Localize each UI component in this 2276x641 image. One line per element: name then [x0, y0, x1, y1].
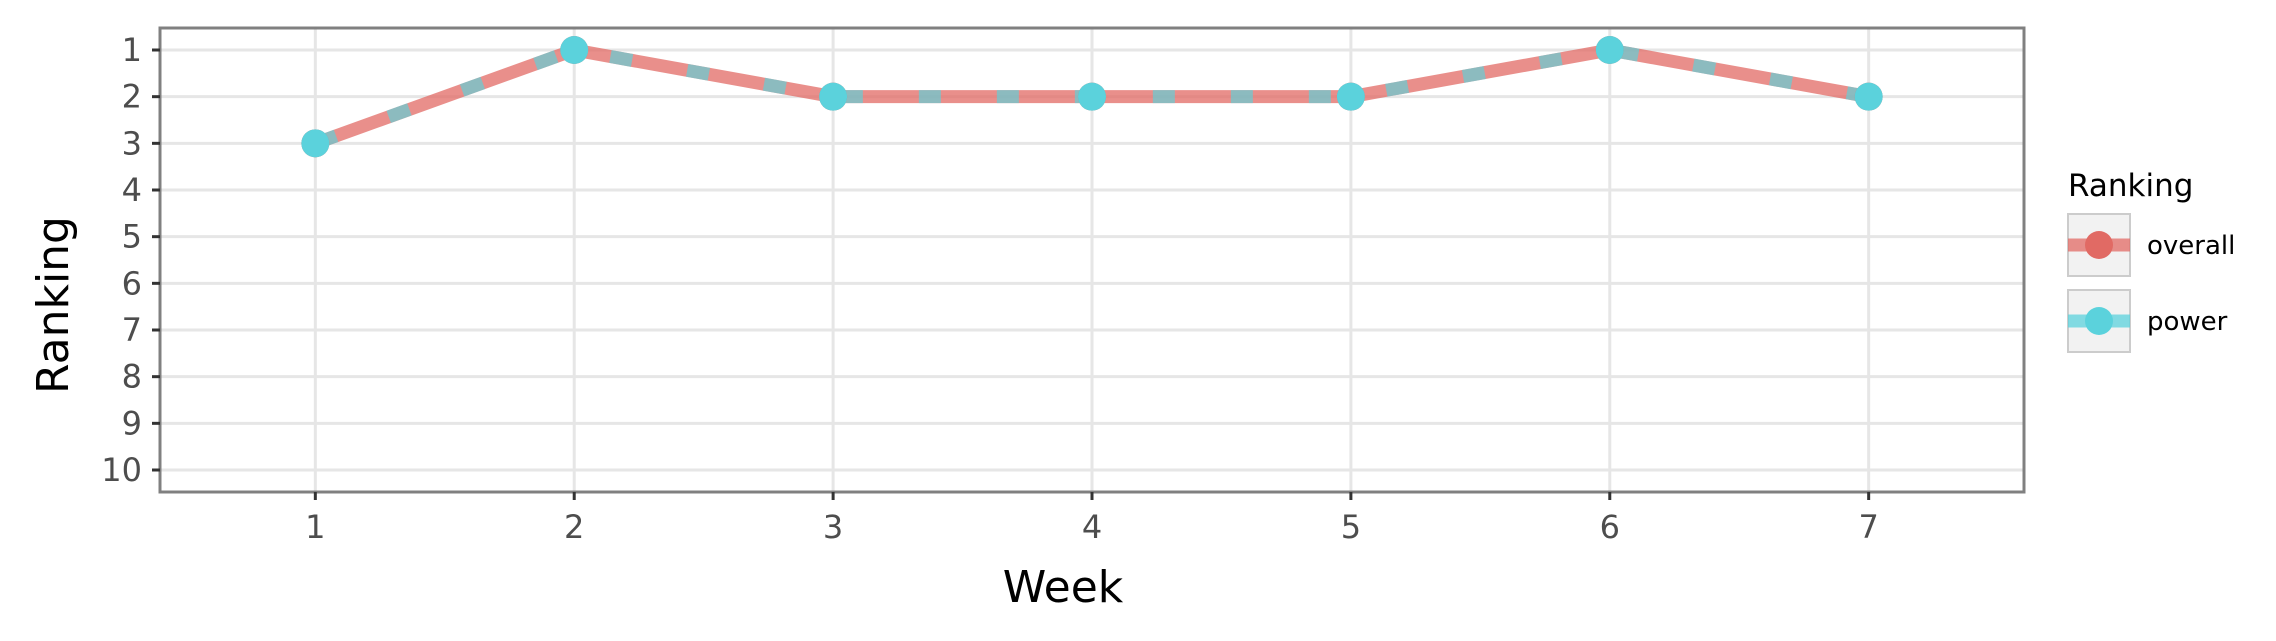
legend: Ranking overall power: [2067, 168, 2235, 353]
x-axis: 1 2 3 4 5 6 7: [305, 492, 1879, 546]
x-tick-label: 6: [1600, 508, 1620, 546]
legend-key-point: [2085, 231, 2113, 259]
data-point-power: [1595, 36, 1624, 64]
data-point-power: [560, 36, 589, 64]
legend-key-point: [2085, 307, 2113, 335]
x-tick-label: 7: [1858, 508, 1878, 546]
plot-panel: [158, 26, 2026, 494]
y-axis: 1 2 3 4 5 6 7 8 9 10: [101, 31, 160, 489]
data-point-power: [1078, 82, 1106, 111]
grid-lines: [160, 28, 2024, 492]
y-tick-label: 8: [122, 358, 142, 396]
data-point-power: [819, 82, 848, 111]
y-tick-label: 6: [122, 264, 142, 302]
y-tick-label: 3: [122, 124, 142, 162]
y-tick-label: 9: [122, 404, 142, 442]
data-point-power: [1336, 82, 1365, 111]
y-tick-label: 7: [122, 311, 142, 349]
x-axis-title: Week: [1003, 562, 1124, 613]
legend-item-overall: overall: [2067, 213, 2235, 277]
data-point-power: [301, 129, 330, 158]
y-tick-label: 5: [122, 218, 142, 256]
y-tick-label: 4: [122, 171, 142, 209]
y-tick-label: 10: [101, 451, 142, 489]
legend-item-power: power: [2067, 289, 2228, 353]
y-tick-label: 2: [122, 78, 142, 116]
y-axis-title: Ranking: [28, 216, 79, 394]
x-tick-label: 2: [564, 508, 584, 546]
y-tick-label: 1: [122, 31, 142, 69]
legend-title: Ranking: [2068, 168, 2193, 204]
legend-label: power: [2147, 307, 2228, 337]
x-tick-label: 3: [823, 508, 843, 546]
x-tick-label: 5: [1341, 508, 1361, 546]
legend-label: overall: [2147, 231, 2235, 261]
data-series: [301, 36, 1883, 158]
x-tick-label: 4: [1082, 508, 1102, 546]
x-tick-label: 1: [305, 508, 325, 546]
data-point-power: [1854, 82, 1883, 111]
